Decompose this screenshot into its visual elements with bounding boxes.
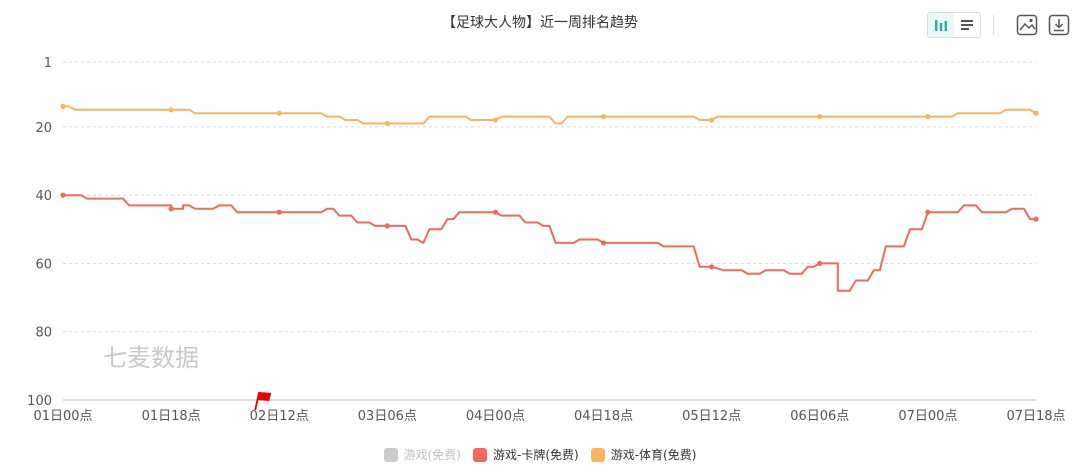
list-icon[interactable]	[954, 13, 980, 37]
data-point[interactable]	[60, 103, 66, 109]
chart-title: 【足球大人物】近一周排名趋势	[442, 15, 638, 31]
data-point[interactable]	[817, 260, 823, 267]
legend-item[interactable]: 游戏-体育(免费)	[590, 446, 697, 463]
x-tick-label: 07日18点	[1006, 409, 1065, 424]
data-point[interactable]	[492, 117, 499, 123]
data-point[interactable]	[384, 223, 390, 229]
data-point[interactable]	[709, 264, 715, 270]
data-point[interactable]	[276, 110, 282, 116]
y-tick-label: 80	[35, 326, 52, 341]
legend-label: 游戏(免费)	[403, 448, 461, 462]
legend-swatch	[472, 447, 487, 462]
data-point[interactable]	[600, 240, 607, 246]
chart-toolbar	[927, 12, 1070, 38]
x-tick-label: 07日00点	[898, 409, 957, 424]
legend-swatch	[383, 447, 398, 462]
x-tick-label: 02日12点	[250, 409, 309, 424]
legend-label: 游戏-卡牌(免费)	[492, 448, 579, 462]
flag-icon[interactable]	[254, 391, 272, 411]
grid	[63, 61, 1036, 333]
series-layer	[60, 103, 1039, 292]
data-point[interactable]	[925, 114, 931, 120]
bar-chart-icon[interactable]	[928, 13, 954, 37]
data-point[interactable]	[600, 114, 607, 120]
watermark: 七麦数据	[103, 344, 199, 372]
data-point[interactable]	[492, 209, 499, 215]
y-tick-label: 100	[27, 394, 52, 409]
data-point[interactable]	[168, 206, 174, 212]
legend: 游戏(免费) 游戏-卡牌(免费) 游戏-体育(免费)	[0, 446, 1080, 463]
download-icon[interactable]	[1048, 14, 1070, 36]
data-point[interactable]	[925, 209, 931, 215]
toolbar-divider	[993, 15, 994, 35]
x-tick-label: 01日18点	[142, 409, 201, 424]
series-line	[63, 194, 1036, 292]
legend-label: 游戏-体育(免费)	[610, 448, 697, 462]
data-point[interactable]	[384, 120, 390, 127]
flag-layer	[254, 391, 272, 411]
y-tick-label: 40	[35, 189, 52, 204]
legend-swatch	[590, 447, 605, 462]
legend-item[interactable]: 游戏(免费)	[383, 446, 461, 463]
image-icon[interactable]	[1016, 14, 1038, 36]
x-tick-label: 01日00点	[33, 409, 92, 424]
y-tick-label: 20	[35, 121, 52, 136]
legend-item[interactable]: 游戏-卡牌(免费)	[472, 446, 579, 463]
data-point[interactable]	[168, 107, 174, 113]
x-tick-label: 05日12点	[682, 409, 741, 424]
y-tick-label: 60	[35, 257, 52, 272]
x-tick-label: 03日06点	[358, 409, 417, 424]
x-tick-label: 06日06点	[790, 409, 849, 424]
x-tick-label: 04日18点	[574, 409, 633, 424]
series-line	[63, 105, 1037, 125]
data-point[interactable]	[60, 192, 66, 198]
data-point[interactable]	[709, 117, 715, 123]
data-point[interactable]	[276, 209, 282, 215]
y-tick-label: 1	[44, 56, 52, 71]
x-tick-label: 04日00点	[466, 409, 525, 424]
data-point[interactable]	[1033, 216, 1039, 222]
data-point[interactable]	[817, 114, 823, 120]
view-toggle	[927, 12, 981, 38]
data-point[interactable]	[1033, 110, 1039, 116]
